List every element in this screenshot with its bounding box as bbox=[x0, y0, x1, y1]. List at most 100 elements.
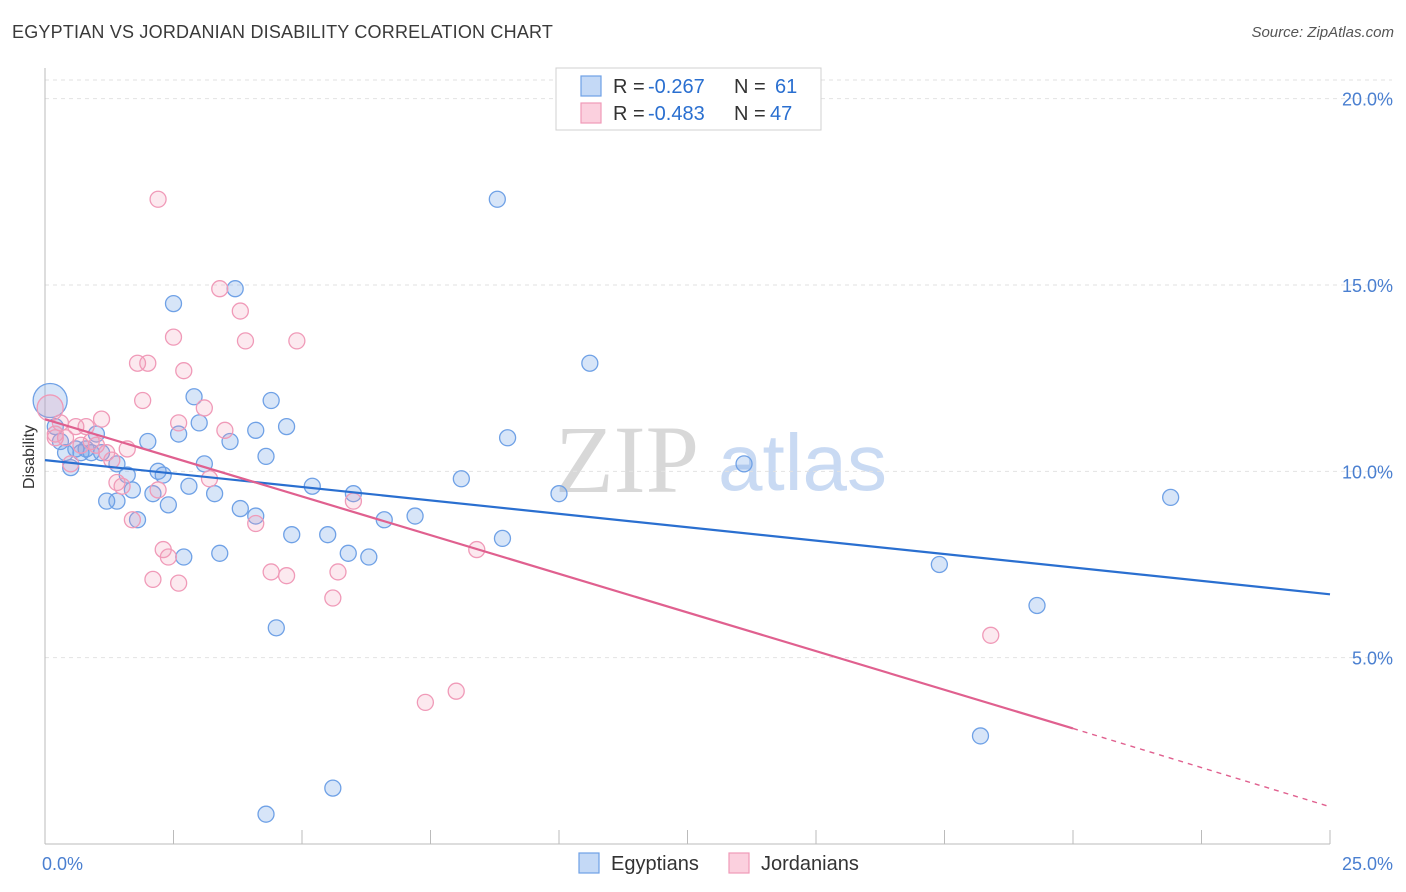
jordanians-n-label: N = bbox=[734, 103, 766, 125]
jordanians-r-label: R = bbox=[613, 103, 645, 125]
x-tick-label: 0.0% bbox=[42, 854, 83, 874]
egyptians-point bbox=[139, 432, 157, 451]
tick-labels: 5.0% 10.0% 15.0% 20.0% 0.0% 25.0% bbox=[42, 90, 1393, 874]
egyptians-point bbox=[1028, 596, 1046, 615]
jordanians-point bbox=[175, 362, 193, 380]
jordanians-point bbox=[149, 481, 167, 499]
egyptians-points bbox=[32, 190, 1180, 823]
jordanians-point bbox=[149, 190, 167, 208]
jordanians-point bbox=[123, 511, 142, 529]
egyptians-point bbox=[488, 190, 506, 208]
source-label: Source: ZipAtlas.com bbox=[1251, 24, 1394, 41]
egyptians-point bbox=[257, 805, 275, 823]
jordanians-point bbox=[169, 574, 188, 592]
egyptians-point bbox=[267, 619, 285, 637]
y-tick-label: 15.0% bbox=[1342, 276, 1393, 296]
jordanians-point bbox=[159, 548, 178, 566]
watermark-atlas: atlas bbox=[718, 418, 887, 507]
jordanians-point bbox=[236, 332, 255, 350]
egyptians-swatch bbox=[580, 75, 602, 97]
legend-egyptians-swatch bbox=[578, 852, 600, 874]
jordanians-point bbox=[92, 410, 111, 428]
egyptians-point bbox=[283, 526, 301, 544]
jordanians-point bbox=[216, 421, 234, 439]
egyptians-point bbox=[257, 447, 275, 466]
legend-jordanians-label: Jordanians bbox=[761, 853, 859, 875]
x-tick-label: 25.0% bbox=[1342, 854, 1393, 874]
egyptians-point bbox=[550, 485, 568, 503]
jordanians-point bbox=[262, 563, 280, 581]
jordanians-trend-extension bbox=[1072, 727, 1331, 808]
jordanians-point bbox=[447, 682, 465, 700]
egyptians-point bbox=[128, 511, 147, 529]
egyptians-point bbox=[277, 417, 296, 436]
chart-title: EGYPTIAN VS JORDANIAN DISABILITY CORRELA… bbox=[12, 22, 554, 42]
jordanians-point bbox=[134, 391, 152, 410]
egyptians-point bbox=[262, 391, 280, 410]
y-axis-label: Disability bbox=[21, 425, 38, 489]
watermark-zip: ZIP bbox=[555, 406, 699, 513]
legend: Egyptians Jordanians bbox=[578, 852, 859, 875]
egyptians-r-value: -0.267 bbox=[648, 76, 705, 98]
jordanians-point bbox=[211, 280, 229, 298]
egyptians-point bbox=[108, 492, 126, 510]
jordanians-point bbox=[416, 693, 435, 712]
egyptians-point bbox=[339, 544, 357, 562]
egyptians-point bbox=[221, 432, 239, 451]
egyptians-point bbox=[735, 455, 753, 473]
jordanians-point bbox=[164, 328, 183, 346]
egyptians-point bbox=[303, 477, 321, 495]
jordanians-point bbox=[113, 477, 131, 495]
egyptians-point bbox=[324, 779, 342, 797]
jordanians-point bbox=[344, 492, 363, 510]
egyptians-point bbox=[205, 485, 224, 503]
jordanians-point bbox=[324, 589, 342, 607]
egyptians-point bbox=[231, 499, 249, 518]
jordanians-swatch bbox=[580, 102, 602, 124]
egyptians-point bbox=[930, 555, 949, 574]
legend-egyptians-label: Egyptians bbox=[611, 853, 699, 875]
egyptians-point bbox=[159, 496, 178, 514]
egyptians-n-label: N = bbox=[734, 76, 766, 98]
jordanians-trend-line bbox=[44, 418, 1074, 730]
egyptians-point bbox=[211, 544, 229, 562]
jordanians-point bbox=[169, 414, 188, 432]
jordanians-point bbox=[982, 626, 1000, 644]
egyptians-point bbox=[180, 477, 198, 495]
egyptians-point bbox=[154, 466, 172, 484]
y-tick-label: 5.0% bbox=[1352, 649, 1393, 669]
gridlines bbox=[45, 79, 1392, 659]
egyptians-point bbox=[360, 548, 378, 566]
jordanians-point bbox=[231, 302, 249, 320]
egyptians-point bbox=[493, 529, 512, 548]
egyptians-point bbox=[185, 388, 203, 406]
egyptians-n-value: 61 bbox=[775, 76, 797, 98]
legend-jordanians-swatch bbox=[728, 852, 750, 874]
jordanians-point bbox=[144, 570, 162, 589]
egyptians-point bbox=[226, 280, 244, 298]
jordanians-r-value: -0.483 bbox=[648, 103, 705, 125]
egyptians-point bbox=[123, 481, 142, 499]
jordanians-point bbox=[288, 332, 306, 350]
egyptians-point bbox=[452, 470, 470, 488]
egyptians-point bbox=[971, 727, 990, 745]
axes bbox=[44, 68, 1331, 845]
jordanians-point bbox=[247, 514, 265, 533]
jordanians-point bbox=[139, 354, 157, 372]
jordanians-point bbox=[329, 563, 347, 581]
y-tick-label: 10.0% bbox=[1342, 462, 1393, 482]
egyptians-point bbox=[56, 444, 75, 462]
egyptians-r-label: R = bbox=[613, 76, 645, 98]
trend-lines bbox=[44, 418, 1331, 808]
egyptians-point bbox=[164, 294, 183, 313]
jordanians-point bbox=[46, 425, 64, 443]
jordanians-point bbox=[277, 567, 296, 585]
egyptians-point bbox=[190, 414, 208, 432]
egyptians-point bbox=[32, 382, 68, 419]
y-tick-label: 20.0% bbox=[1342, 90, 1393, 110]
egyptians-point bbox=[1162, 488, 1180, 507]
egyptians-point bbox=[175, 548, 193, 566]
egyptians-point bbox=[319, 526, 337, 544]
jordanians-point bbox=[46, 429, 64, 447]
